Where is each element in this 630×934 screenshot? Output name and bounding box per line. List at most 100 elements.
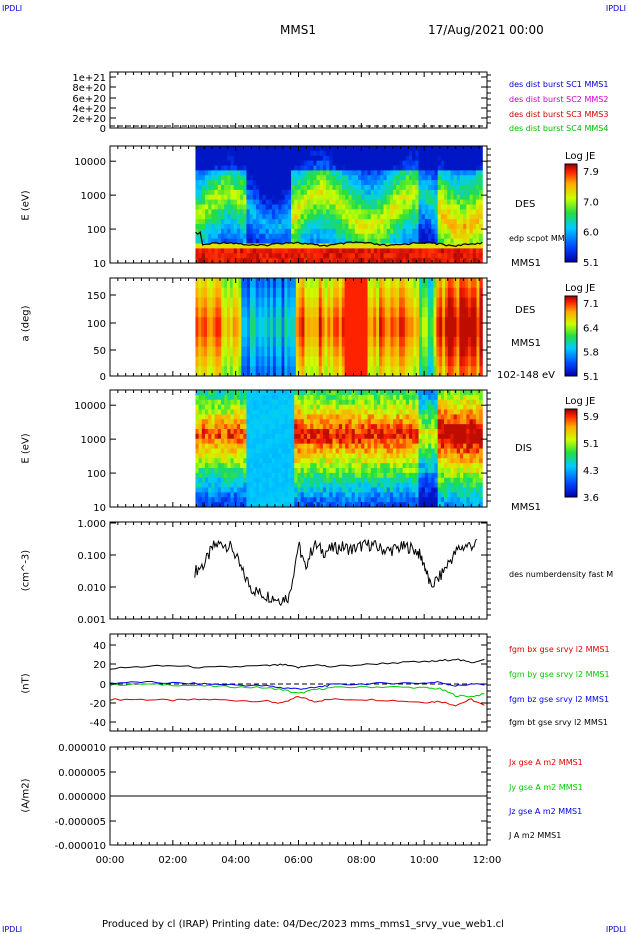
pitch-angle-cell	[390, 356, 394, 367]
dis-spectrogram-cell	[275, 492, 279, 498]
des-spectrogram-cell	[201, 209, 206, 215]
pitch-angle-cell	[413, 297, 417, 308]
dis-spectrogram-cell	[278, 414, 283, 420]
des-spectrogram-cell	[316, 243, 321, 249]
des-spectrogram-cell	[361, 219, 365, 225]
dis-spectrogram-cell	[377, 424, 381, 430]
des-spectrogram-cell	[326, 146, 330, 152]
des-spectrogram-cell	[326, 228, 330, 235]
des-spectrogram-cell	[354, 165, 359, 171]
des-spectrogram-cell	[399, 155, 404, 162]
dis-spacecraft-label: MMS1	[511, 502, 541, 513]
dis-spectrogram-cell	[208, 463, 212, 469]
des-spectrogram-cell	[357, 204, 362, 210]
des-spectrogram-cell	[211, 180, 216, 186]
dis-spectrogram-cell	[275, 497, 279, 503]
pitch-angle-cell	[278, 366, 283, 377]
dis-spectrogram-cell	[310, 458, 314, 464]
pitch-angle-cell	[264, 346, 268, 357]
pitch-angle-cell	[413, 356, 417, 367]
dis-spectrogram-cell	[421, 429, 426, 435]
dis-spectrogram-cell	[195, 492, 200, 498]
des-spectrogram-cell	[354, 146, 359, 152]
dis-spectrogram-cell	[281, 458, 286, 464]
des-spectrogram-cell	[431, 248, 435, 254]
dis-spectrogram-cell	[205, 468, 209, 474]
dis-spectrogram-cell	[211, 443, 216, 450]
des-spectrogram-cell	[332, 204, 337, 210]
des-spectrogram-cell	[284, 194, 289, 201]
des-spectrogram-cell	[389, 189, 394, 196]
dis-spectrogram-cell	[249, 453, 254, 459]
dis-spectrogram-cell	[297, 487, 302, 493]
des-spectrogram-cell	[367, 243, 372, 249]
pitch-angle-cell	[270, 317, 274, 328]
dis-spectrogram-cell	[332, 394, 337, 401]
dis-spectrogram-cell	[316, 429, 321, 435]
des-spectrogram-cell	[265, 224, 270, 230]
dis-spectrogram-cell	[262, 429, 267, 435]
dis-spectrogram-cell	[338, 399, 343, 406]
pitch-angle-cell	[476, 327, 480, 338]
dis-spectrogram-cell	[294, 463, 298, 469]
pitch-angle-cell	[358, 307, 363, 318]
dis-spectrogram-cell	[338, 443, 343, 450]
des-spectrogram-cell	[259, 243, 263, 249]
dis-spectrogram-cell	[208, 497, 212, 503]
des-spectrogram-cell	[243, 253, 247, 259]
dis-spectrogram-cell	[246, 424, 251, 430]
des-spectrogram-cell	[373, 243, 378, 249]
pitch-angle-cell	[462, 297, 466, 308]
des-spectrogram-cell	[271, 219, 276, 225]
des-spectrogram-cell	[275, 214, 279, 220]
dis-spectrogram-cell	[310, 472, 314, 479]
des-spectrogram-cell	[402, 185, 407, 191]
dis-spectrogram-cell	[243, 482, 247, 489]
dis-spectrogram-cell	[275, 458, 279, 464]
dis-spectrogram-cell	[265, 492, 270, 498]
des-spectrogram-cell	[268, 189, 273, 196]
dis-spectrogram-cell	[389, 399, 394, 406]
pitch-angle-cell	[439, 287, 443, 299]
dis-spectrogram-cell	[370, 453, 375, 459]
dis-spectrogram-cell	[307, 424, 311, 430]
dis-spectrogram-cell	[434, 399, 439, 406]
des-spectrogram-cell	[440, 228, 445, 235]
dis-spectrogram-cell	[370, 419, 375, 425]
dis-spectrogram-cell	[399, 399, 404, 406]
dis-spectrogram-cell	[329, 497, 333, 503]
des-spectrogram-cell	[431, 189, 435, 196]
des-spectrogram-cell	[380, 233, 384, 240]
dis-spectrogram-cell	[329, 448, 333, 454]
des-spectrogram-cell	[421, 160, 426, 167]
pitch-angle-cell	[327, 297, 331, 308]
pitch-angle-cell	[376, 336, 380, 348]
des-spectrogram-cell	[208, 146, 212, 152]
pitch-angle-cell	[252, 366, 257, 377]
dis-spectrogram-cell	[217, 414, 222, 420]
pitch-angle-cell	[224, 336, 228, 348]
dis-spectrogram-cell	[408, 433, 413, 440]
des-spectrogram-cell	[475, 146, 480, 152]
des-spectrogram-cell	[217, 170, 222, 176]
des-spectrogram-cell	[256, 209, 260, 215]
pitch-angle-cell	[336, 327, 340, 338]
pitch-angle-cell	[338, 307, 343, 318]
des-spectrogram-cell	[466, 185, 471, 191]
dis-spectrogram-cell	[431, 429, 435, 435]
des-spectrogram-cell	[211, 224, 216, 230]
dis-spectrogram-cell	[227, 429, 232, 435]
pitch-angle-cell	[307, 356, 311, 367]
des-spectrogram-cell	[380, 224, 384, 230]
des-spectrogram-cell	[357, 199, 362, 206]
des-spectrogram-cell	[364, 180, 369, 186]
des-spectrogram-cell	[415, 224, 420, 230]
des-spectrogram-cell	[313, 165, 318, 171]
dis-spectrogram-cell	[201, 433, 206, 440]
des-spectrogram-cell	[456, 189, 461, 196]
des-spectrogram-cell	[236, 189, 241, 196]
dis-spectrogram-cell	[373, 468, 378, 474]
dis-spectrogram-cell	[284, 394, 289, 401]
pitch-angle-cell	[381, 366, 386, 377]
des-spectrogram-cell	[271, 243, 276, 249]
